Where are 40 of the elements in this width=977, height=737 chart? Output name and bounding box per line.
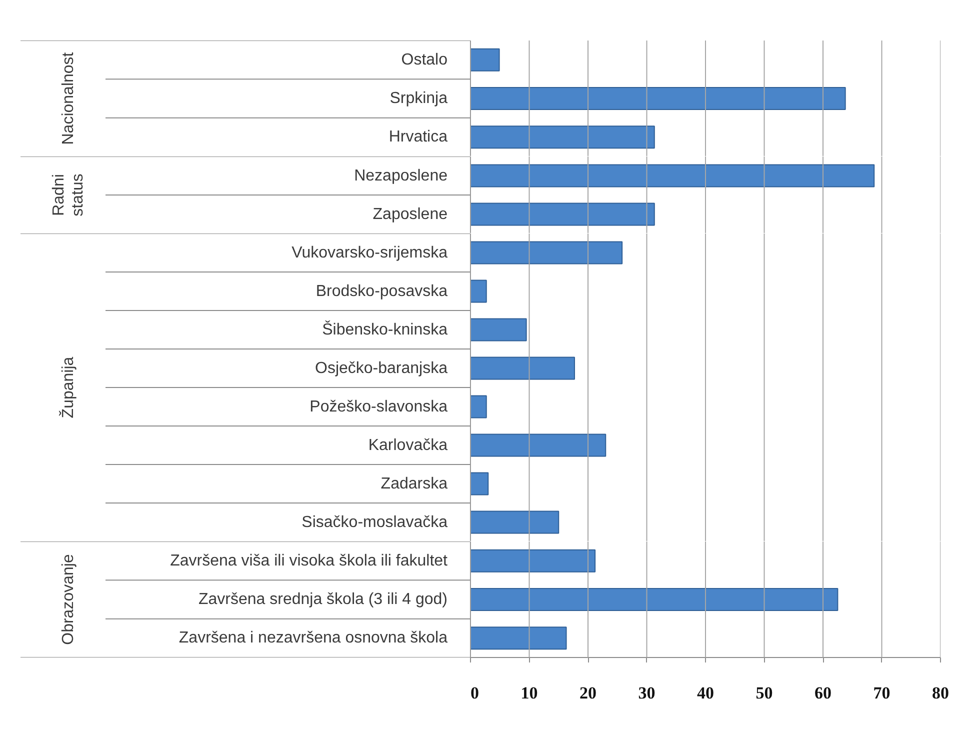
y-tick-label: Brodsko-posavska [316,282,448,300]
bar [470,588,838,612]
y-tick-label: Hrvatica [388,128,448,146]
y-tick-label: Šibensko-kninska [322,320,448,338]
y-tick-label: Srpkinja [390,90,448,107]
bar [470,356,575,380]
y-tick-label: Završena viša ili visoka škola ili fakultet [170,552,448,570]
y-tick-label: Zaposlene [372,206,448,223]
x-tick-label: 60 [814,684,832,702]
bar [470,472,489,496]
y-tick-label: Ostalo [401,51,448,68]
y-tick-label: Završena srednja škola (3 ili 4 god) [198,591,448,608]
x-tick-label: 0 [470,684,479,702]
y-axis-title: Obrazovanje [60,554,77,645]
y-axis-title: Županija [59,356,77,418]
bar [470,395,487,418]
y-tick-label: Nezaposlene [354,167,448,184]
y-tick-label: Karlovačka [368,436,448,454]
y-axis-title: Nacionalnost [60,52,77,145]
x-tick-label: 50 [756,684,773,702]
y-tick-label: Završena i nezavršena osnovna škola [178,630,448,647]
y-tick-label: Osječko-baranjska [315,360,448,377]
bar [470,549,596,572]
x-tick-label: 30 [638,684,656,702]
y-tick-label: Vukovarsko-srijemska [292,244,448,262]
y-tick-label: Požeško-slavonska [310,398,448,416]
x-tick-label: 20 [580,684,596,702]
x-tick-label: 70 [873,684,890,702]
bar [470,280,487,303]
x-tick-label: 10 [520,684,538,702]
bar [470,626,567,650]
y-tick-label: Sisačko-moslavačka [302,514,448,531]
y-axis-title: Radni status [50,174,86,216]
bar [470,434,606,457]
bar [470,318,527,342]
bar [470,241,623,264]
x-tick-label: 80 [932,684,949,702]
x-tick-label: 40 [697,684,714,702]
bar [470,510,560,534]
y-tick-label: Zadarska [380,475,448,492]
